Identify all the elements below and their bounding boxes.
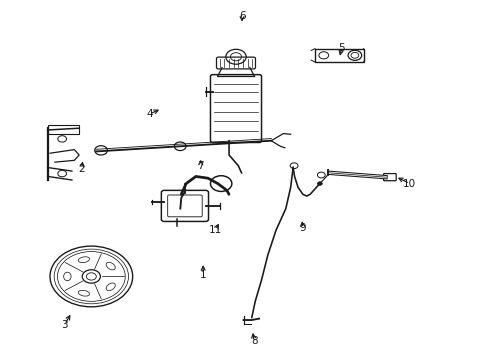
Text: 11: 11	[208, 225, 222, 235]
Text: 3: 3	[61, 320, 68, 330]
Text: 8: 8	[250, 337, 257, 346]
Text: 5: 5	[338, 43, 345, 53]
Text: 7: 7	[197, 161, 203, 171]
Circle shape	[317, 182, 322, 185]
Text: 1: 1	[200, 270, 206, 280]
Text: 4: 4	[146, 109, 153, 119]
Text: 6: 6	[238, 11, 245, 21]
Text: 9: 9	[299, 223, 305, 233]
Text: 10: 10	[403, 179, 415, 189]
Text: 2: 2	[78, 164, 85, 174]
